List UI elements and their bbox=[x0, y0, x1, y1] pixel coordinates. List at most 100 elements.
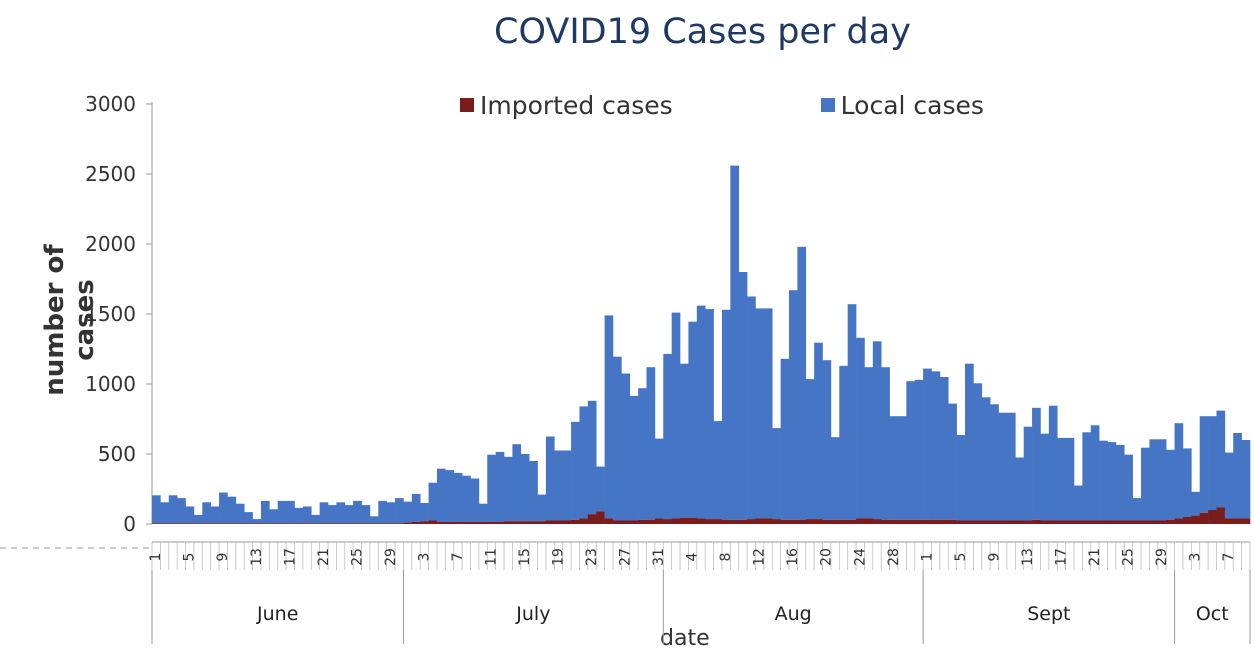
bar-imported bbox=[1099, 520, 1108, 524]
bar-imported bbox=[1157, 520, 1167, 524]
month-label: July bbox=[515, 603, 550, 625]
bar-imported bbox=[1015, 520, 1024, 524]
y-tick-label: 500 bbox=[98, 442, 136, 466]
x-day-label: 25 bbox=[349, 548, 365, 566]
bar-imported bbox=[562, 520, 572, 524]
bar-local bbox=[252, 519, 262, 524]
bar-imported bbox=[453, 521, 463, 524]
bar-local bbox=[906, 381, 916, 520]
bar-imported bbox=[730, 519, 740, 524]
bar-imported bbox=[1057, 520, 1066, 524]
bar-local bbox=[839, 365, 848, 520]
bar-local bbox=[1073, 485, 1083, 521]
bar-local bbox=[369, 516, 379, 524]
bar-local bbox=[336, 502, 346, 524]
bar-imported bbox=[1065, 520, 1075, 524]
bar-imported bbox=[780, 519, 790, 524]
bar-local bbox=[755, 308, 765, 519]
bar-imported bbox=[763, 518, 773, 524]
x-day-label: 16 bbox=[785, 548, 801, 566]
x-day-label: 17 bbox=[282, 548, 298, 566]
bar-imported bbox=[772, 519, 781, 524]
bar-imported bbox=[210, 523, 220, 524]
bar-imported bbox=[1048, 520, 1058, 524]
bar-imported bbox=[822, 519, 832, 524]
bar-local bbox=[1224, 452, 1234, 519]
x-day-label: 15 bbox=[517, 548, 533, 566]
bar-local bbox=[1099, 440, 1108, 521]
bar-local bbox=[1065, 437, 1075, 521]
chart-legend: Imported cases Local cases bbox=[460, 88, 1132, 122]
bar-local bbox=[780, 358, 790, 520]
bar-imported bbox=[713, 519, 723, 524]
x-day-label: 12 bbox=[752, 548, 768, 566]
x-day-label: 28 bbox=[886, 548, 902, 566]
bar-imported bbox=[1023, 520, 1033, 524]
bar-local bbox=[830, 437, 840, 520]
bar-local bbox=[487, 454, 496, 522]
bar-imported bbox=[219, 523, 228, 524]
bar-local bbox=[520, 454, 530, 522]
bar-local bbox=[286, 500, 295, 524]
bar-local bbox=[730, 165, 740, 520]
bar-local bbox=[772, 428, 781, 520]
legend-label-local: Local cases bbox=[840, 90, 984, 120]
bar-imported bbox=[805, 519, 815, 524]
bar-imported bbox=[336, 523, 346, 524]
x-day-label: 5 bbox=[182, 553, 198, 562]
bar-imported bbox=[420, 521, 429, 524]
bar-imported bbox=[286, 523, 295, 524]
bar-imported bbox=[998, 520, 1008, 524]
bar-local bbox=[638, 388, 647, 520]
bar-imported bbox=[671, 518, 681, 524]
x-day-label: 8 bbox=[718, 553, 734, 562]
legend-swatch-imported bbox=[460, 98, 474, 112]
bar-imported bbox=[881, 519, 890, 524]
bar-imported bbox=[680, 517, 689, 524]
bar-imported bbox=[1107, 520, 1117, 524]
bar-local bbox=[260, 500, 270, 524]
bar-imported bbox=[906, 519, 916, 524]
bar-local bbox=[1023, 426, 1033, 521]
bar-local bbox=[705, 309, 714, 520]
bar-imported bbox=[1006, 520, 1016, 524]
bar-local bbox=[805, 379, 815, 520]
bar-local bbox=[453, 472, 463, 522]
bar-imported bbox=[177, 523, 186, 524]
bar-local bbox=[562, 450, 572, 521]
bar-imported bbox=[1141, 520, 1150, 524]
bar-local bbox=[847, 304, 857, 520]
bar-local bbox=[1199, 416, 1209, 513]
legend-swatch-local bbox=[820, 98, 835, 112]
bar-local bbox=[713, 421, 723, 520]
x-day-label: 7 bbox=[450, 553, 466, 562]
bar-local bbox=[973, 383, 983, 521]
bar-imported bbox=[294, 523, 304, 524]
bar-local bbox=[1032, 407, 1041, 520]
bar-local bbox=[856, 337, 865, 519]
bar-local bbox=[1040, 433, 1050, 521]
bar-imported bbox=[227, 523, 237, 524]
bar-imported bbox=[462, 521, 471, 524]
bar-local bbox=[395, 498, 404, 524]
x-day-label: 19 bbox=[551, 548, 567, 566]
bar-local bbox=[403, 501, 413, 523]
bar-local bbox=[587, 400, 597, 515]
bar-imported bbox=[638, 519, 647, 524]
bar-imported bbox=[1216, 507, 1226, 524]
bar-local bbox=[1141, 447, 1150, 521]
bar-imported bbox=[789, 519, 798, 524]
bar-local bbox=[420, 503, 429, 522]
bar-local bbox=[1182, 448, 1192, 517]
x-day-label: 1 bbox=[148, 553, 164, 562]
bar-local bbox=[696, 305, 706, 519]
bar-imported bbox=[1174, 518, 1184, 524]
bar-local bbox=[738, 272, 748, 520]
bar-local bbox=[889, 416, 899, 520]
bar-local bbox=[939, 377, 949, 520]
bar-imported bbox=[1208, 510, 1217, 524]
bar-local bbox=[763, 308, 773, 519]
bar-imported bbox=[403, 522, 413, 524]
bar-local bbox=[160, 502, 170, 524]
